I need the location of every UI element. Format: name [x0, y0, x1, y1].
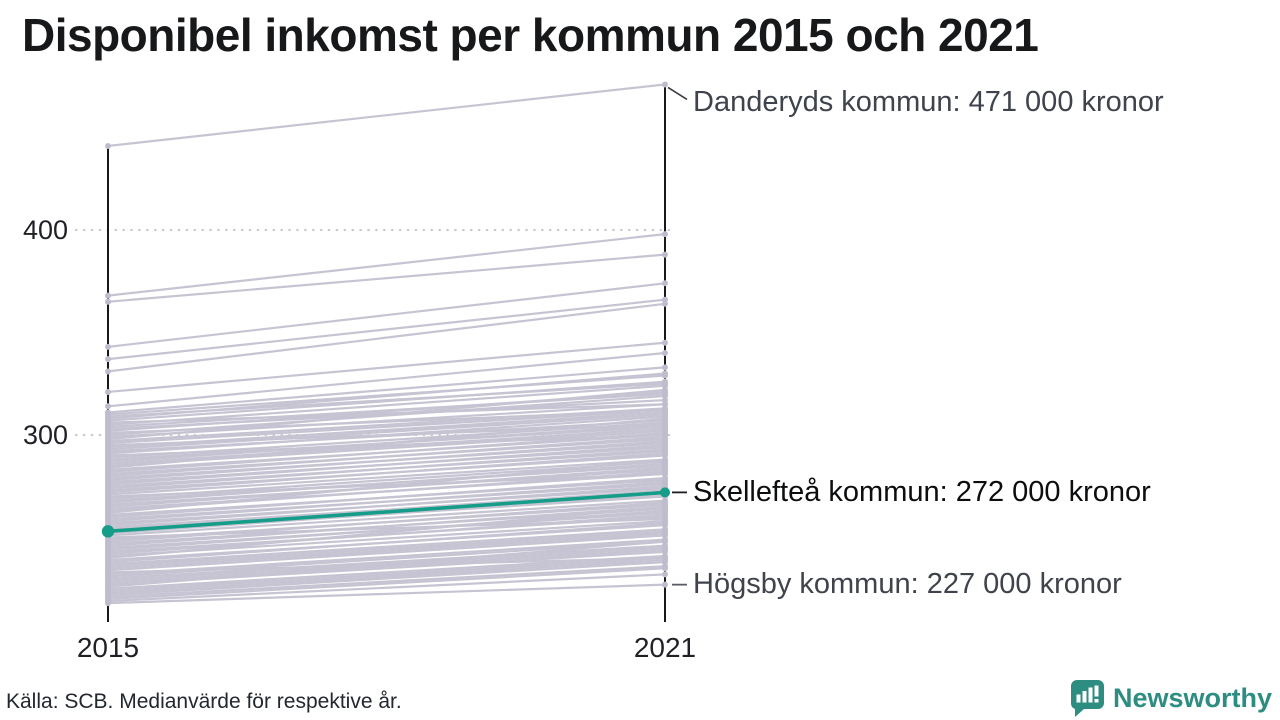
annotation-danderyd: Danderyds kommun: 471 000 kronor [693, 85, 1164, 118]
highlight-line [101, 487, 670, 538]
annotation-skelleftea: Skellefteå kommun: 272 000 kronor [693, 475, 1151, 508]
y-tick-label: 400 [23, 215, 68, 245]
x-tick-labels: 2015 2021 [77, 632, 696, 663]
y-tick-label: 300 [23, 420, 68, 450]
brand-name: Newsworthy [1112, 682, 1272, 713]
brand-logo-lockup: Newsworthy [1068, 678, 1272, 718]
speech-bubble-bar-chart-icon [1070, 680, 1104, 717]
background-lines [105, 81, 668, 607]
x-tick-label: 2015 [77, 632, 139, 663]
annotation-leaders [667, 86, 688, 586]
chart-title: Disponibel inkomst per kommun 2015 och 2… [22, 9, 1039, 61]
x-tick-label: 2021 [634, 632, 696, 663]
annotation-hogsby: Högsby kommun: 227 000 kronor [693, 568, 1122, 601]
source-note: Källa: SCB. Medianvärde för respektive å… [6, 690, 402, 713]
